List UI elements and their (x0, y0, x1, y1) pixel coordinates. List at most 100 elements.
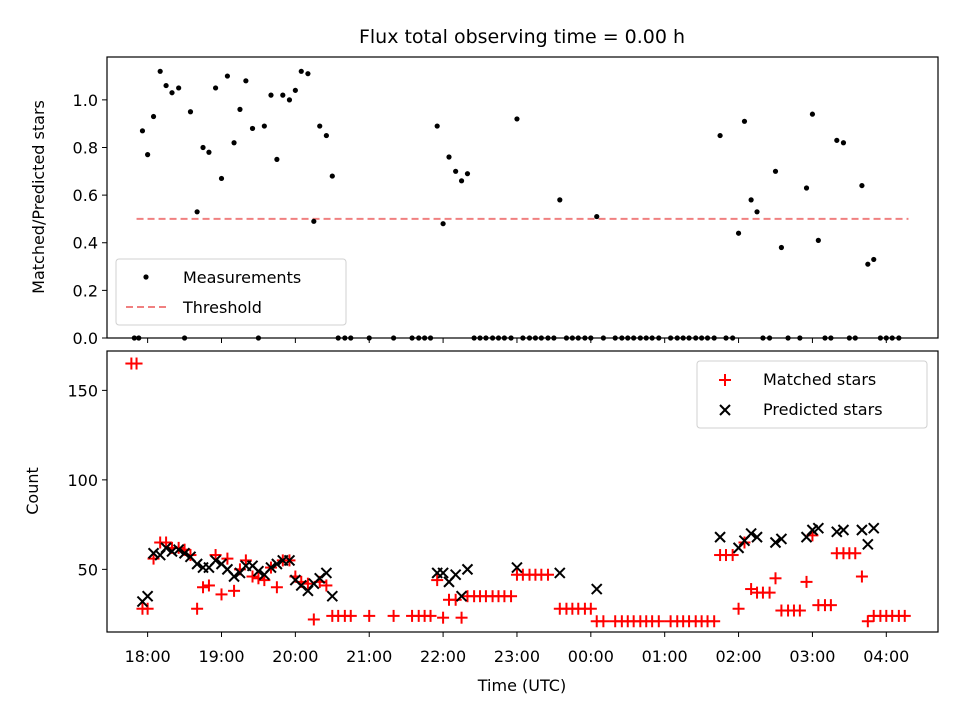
predicted-star-point (178, 547, 191, 559)
matched-star-point (215, 588, 228, 601)
measurement-point (231, 140, 237, 146)
predicted-star-point (283, 554, 296, 567)
measurement-point (249, 125, 256, 132)
ratio-plot-frame (106, 56, 939, 339)
matched-star-point (141, 602, 154, 615)
matched-star-point (584, 602, 597, 615)
predicted-star-point (437, 567, 449, 579)
predicted-star-point (831, 526, 843, 538)
matched-star-point (424, 609, 437, 622)
ratio-y-axis-title: Matched/Predicted stars (29, 100, 48, 294)
measurement-point (298, 68, 304, 74)
count-legend: Matched stars Predicted stars (696, 360, 928, 429)
predicted-star-point (714, 531, 726, 543)
count-x-tick-label: 22:00 (420, 647, 466, 666)
measurement-point (748, 197, 754, 203)
matched-star-point (363, 609, 376, 622)
count-y-axis: 50 100 150 (67, 381, 107, 579)
matched-star-point (455, 611, 468, 624)
matched-star-point (824, 599, 837, 612)
predicted-star-point (449, 569, 462, 581)
ratio-legend: Measurements Threshold (115, 258, 347, 326)
chart-title: Flux total observing time = 0.00 h (359, 26, 685, 48)
measurement-point (464, 171, 471, 177)
matched-star-point (202, 579, 215, 592)
measurement-point (274, 156, 280, 162)
measurement-point (292, 87, 298, 93)
measurement-point (329, 173, 335, 179)
matched-star-point (191, 602, 204, 615)
measurement-point (145, 152, 151, 158)
predicted-star-point (769, 536, 782, 549)
count-x-tick-label: 04:00 (863, 647, 909, 666)
ratio-y-tick-label: 0.4 (73, 234, 98, 253)
measurement-point (809, 111, 816, 117)
ratio-panel: 0.0 0.2 0.4 0.6 0.8 1.0 Matched/Predicted sta… (29, 56, 939, 348)
count-y-tick-label: 100 (67, 471, 98, 490)
predicted-star-point (856, 524, 868, 536)
matched-star-point (228, 584, 241, 597)
measurement-point (778, 244, 785, 251)
measurement-point (237, 106, 243, 112)
measurement-point (871, 256, 877, 263)
measurement-point (194, 209, 200, 215)
measurement-point (206, 149, 212, 155)
count-x-tick-label: 21:00 (346, 647, 392, 666)
measurement-point (305, 71, 311, 77)
count-x-tick-label: 20:00 (272, 647, 318, 666)
predicted-legend-marker (719, 404, 731, 416)
count-y-tick-label: 50 (78, 560, 98, 579)
predicted-star-point (228, 570, 240, 583)
measurement-point (261, 123, 267, 129)
ratio-y-tick-label: 0.2 (73, 281, 98, 300)
predicted-star-point (868, 522, 880, 534)
predicted-star-point (837, 524, 850, 536)
matched-legend-marker (719, 374, 731, 386)
measurement-point (163, 82, 169, 89)
count-x-tick-label: 01:00 (642, 647, 688, 666)
measurement-point (323, 132, 329, 139)
ratio-x-axis (147, 338, 887, 343)
measurement-point (157, 68, 163, 74)
matched-star-point (320, 579, 333, 592)
predicted-legend-label: Predicted stars (763, 400, 883, 419)
measurement-point (772, 168, 779, 174)
measurement-point (169, 90, 175, 96)
count-x-tick-label: 23:00 (494, 647, 540, 666)
measurement-point (803, 185, 810, 191)
measurement-point (311, 218, 317, 224)
matched-star-point (861, 615, 874, 628)
measurement-point (139, 128, 146, 134)
matched-star-point (597, 615, 610, 628)
predicted-star-point (191, 558, 203, 570)
matched-star-point (800, 575, 813, 588)
ratio-y-tick-label: 0.0 (73, 329, 98, 348)
matched-star-point (726, 549, 739, 562)
predicted-star-point (271, 558, 283, 570)
measurement-point (224, 73, 231, 79)
measurement-point (268, 92, 274, 98)
count-x-tick-label: 02:00 (716, 647, 762, 666)
threshold-legend-label: Threshold (182, 298, 262, 317)
ratio-legend-box (115, 258, 347, 326)
predicted-star-point (862, 538, 874, 551)
ratio-y-tick-label: 1.0 (73, 91, 98, 110)
predicted-star-point (745, 527, 757, 540)
measurement-point (434, 123, 440, 129)
count-x-tick-label: 00:00 (568, 647, 614, 666)
predicted-star-point (172, 543, 185, 556)
matched-star-point (130, 357, 143, 370)
predicted-star-point (166, 545, 178, 558)
matched-star-point (431, 574, 444, 587)
measurements-legend-marker (143, 274, 149, 280)
count-panel: 50 100 150 18:00 19:00 20:00 21:00 22:00 23:00 0… (23, 350, 939, 695)
measurement-point (859, 182, 865, 189)
measurement-point (453, 168, 459, 174)
matched-star-point (769, 572, 782, 585)
measurement-point (212, 85, 219, 91)
count-y-tick-label: 150 (67, 381, 98, 400)
measurement-point (280, 92, 286, 98)
measurement-point (446, 154, 452, 160)
predicted-star-point (591, 583, 603, 595)
measurement-point (815, 237, 821, 243)
